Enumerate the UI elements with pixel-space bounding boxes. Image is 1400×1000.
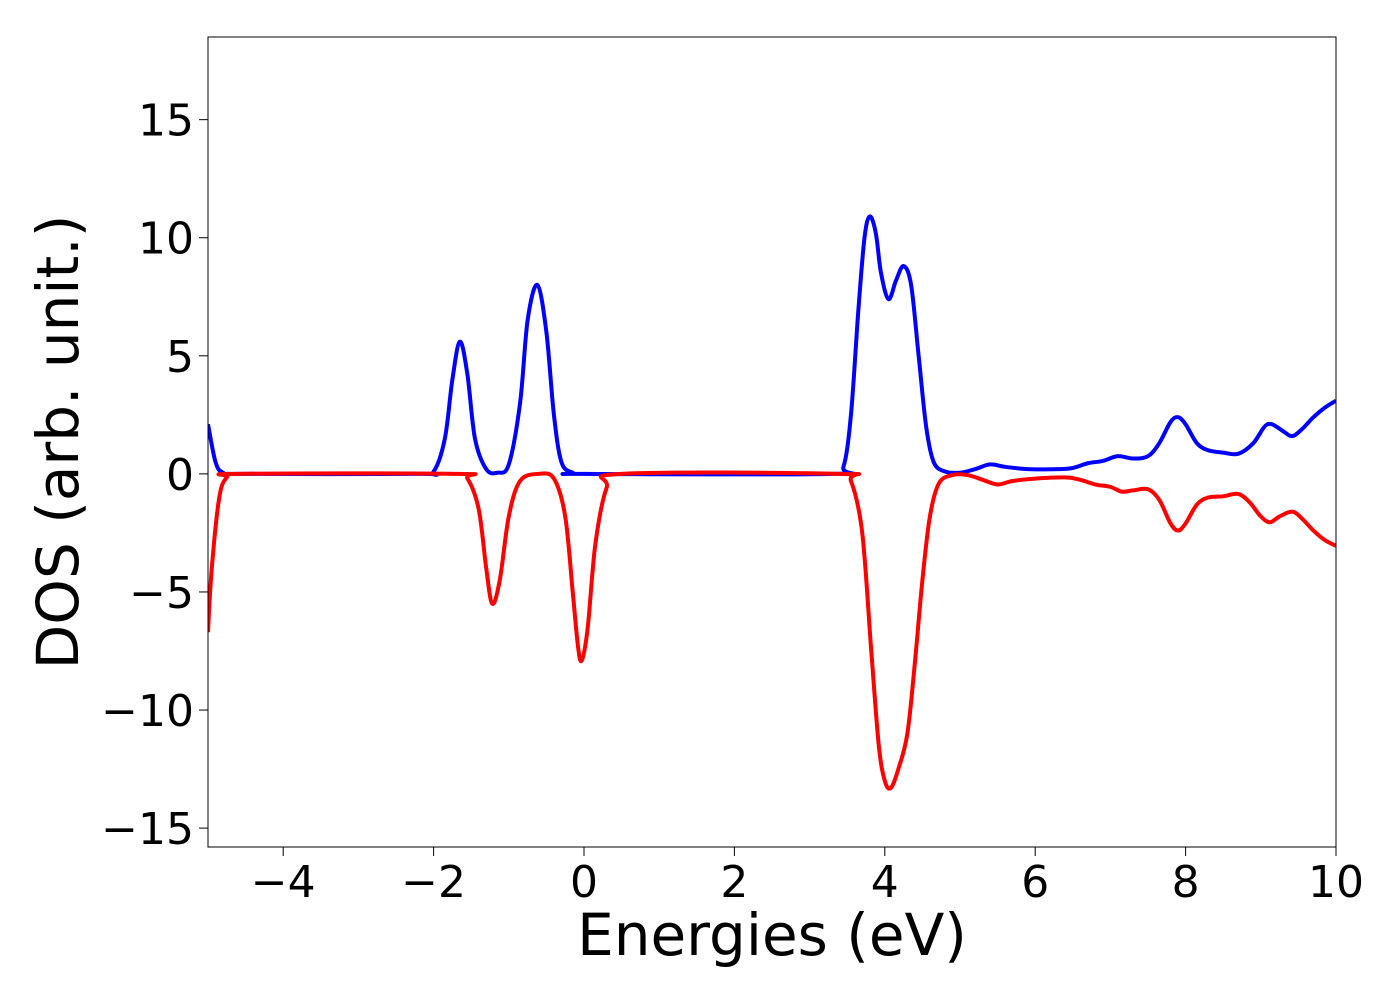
x-tick-label: −2 bbox=[401, 857, 466, 908]
x-axis: −4 −2 0 2 4 6 8 10 bbox=[251, 847, 1364, 908]
series-line-spin-up bbox=[208, 214, 1336, 477]
x-tick-label: −4 bbox=[251, 857, 316, 908]
y-axis: −15 −10 −5 0 5 10 15 bbox=[101, 96, 208, 855]
y-tick-label: 5 bbox=[166, 332, 194, 383]
x-tick-label: 2 bbox=[720, 857, 748, 908]
y-tick-label: 0 bbox=[166, 450, 194, 501]
series-layer bbox=[208, 214, 1336, 791]
y-tick-label: −10 bbox=[101, 686, 194, 737]
y-axis-label: DOS (arb. unit.) bbox=[24, 215, 92, 670]
x-axis-label: Energies (eV) bbox=[577, 901, 967, 969]
x-tick-label: 6 bbox=[1021, 857, 1049, 908]
x-tick-label: 10 bbox=[1308, 857, 1364, 908]
x-tick-label: 8 bbox=[1172, 857, 1200, 908]
x-tick-label: 4 bbox=[871, 857, 899, 908]
y-tick-label: 10 bbox=[138, 214, 194, 265]
y-tick-label: −5 bbox=[129, 568, 194, 619]
y-tick-label: 15 bbox=[138, 96, 194, 147]
series-line-spin-down bbox=[208, 470, 1336, 791]
y-tick-label: −15 bbox=[101, 804, 194, 855]
plot-frame bbox=[207, 36, 1337, 848]
x-tick-label: 0 bbox=[570, 857, 598, 908]
